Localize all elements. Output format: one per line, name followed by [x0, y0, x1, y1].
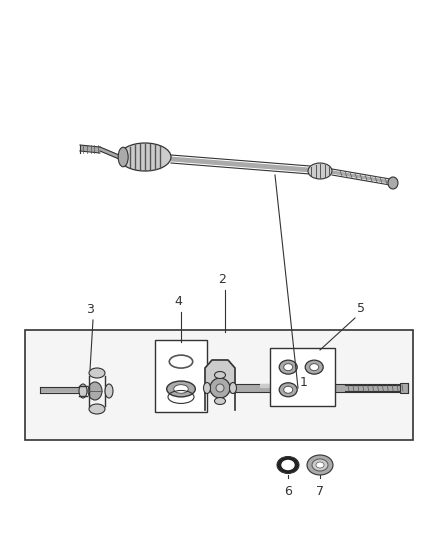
Ellipse shape	[105, 384, 113, 398]
Ellipse shape	[284, 364, 293, 370]
Ellipse shape	[230, 383, 237, 393]
Ellipse shape	[215, 398, 226, 405]
Bar	[270, 348, 335, 406]
Ellipse shape	[310, 364, 319, 370]
Text: 4: 4	[174, 295, 182, 308]
Ellipse shape	[89, 404, 105, 414]
Ellipse shape	[388, 177, 398, 189]
Ellipse shape	[167, 381, 195, 397]
Ellipse shape	[305, 360, 323, 374]
Ellipse shape	[284, 386, 293, 393]
Ellipse shape	[210, 378, 230, 398]
Text: 2: 2	[218, 273, 226, 286]
Ellipse shape	[316, 462, 324, 468]
Ellipse shape	[119, 143, 171, 171]
Ellipse shape	[174, 385, 188, 393]
Ellipse shape	[216, 384, 224, 392]
Ellipse shape	[279, 383, 297, 397]
Ellipse shape	[118, 147, 128, 167]
Ellipse shape	[88, 382, 102, 400]
Ellipse shape	[307, 455, 333, 475]
Ellipse shape	[204, 383, 211, 393]
Bar	[155, 340, 207, 412]
Ellipse shape	[215, 372, 226, 378]
Ellipse shape	[282, 461, 294, 470]
Text: 6: 6	[284, 485, 292, 498]
Text: 1: 1	[300, 376, 308, 390]
Bar	[25, 330, 413, 440]
Ellipse shape	[312, 459, 328, 471]
Text: 7: 7	[316, 485, 324, 498]
Ellipse shape	[89, 368, 105, 378]
Text: 3: 3	[86, 303, 94, 316]
Text: 5: 5	[357, 302, 365, 315]
Bar	[400, 383, 408, 393]
Ellipse shape	[308, 163, 332, 179]
Ellipse shape	[277, 456, 299, 473]
Ellipse shape	[279, 360, 297, 374]
Ellipse shape	[79, 384, 87, 398]
Polygon shape	[205, 360, 235, 393]
